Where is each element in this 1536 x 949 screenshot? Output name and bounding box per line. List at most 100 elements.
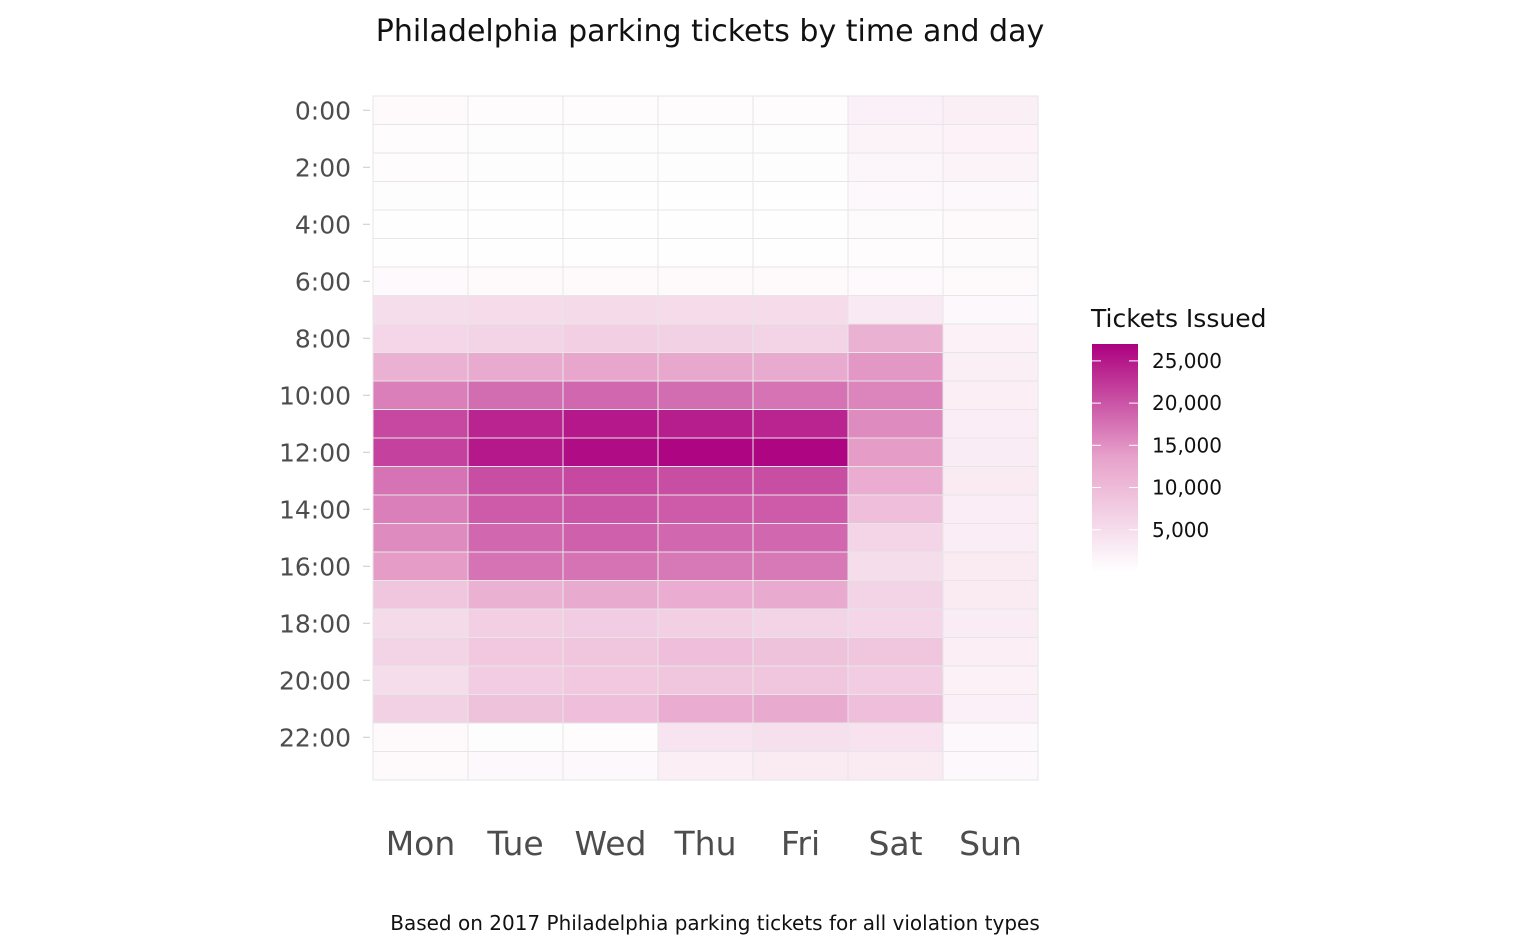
heatmap-cell <box>942 380 1039 410</box>
heatmap-cell <box>847 238 944 268</box>
heatmap-cell <box>657 665 754 695</box>
heatmap-cell <box>942 238 1039 268</box>
y-tick-label: 18:00 <box>279 609 351 638</box>
heatmap-cell <box>657 437 754 467</box>
heatmap-cell <box>467 494 564 524</box>
legend-tick-label: 15,000 <box>1152 433 1222 457</box>
heatmap-cell <box>372 523 469 553</box>
heatmap-cell <box>562 694 659 724</box>
heatmap-cell <box>372 580 469 610</box>
heatmap-cell <box>942 466 1039 496</box>
heatmap-cell <box>942 124 1039 154</box>
heatmap-cell <box>467 295 564 325</box>
x-tick-label: Tue <box>486 824 543 863</box>
heatmap-cell <box>562 209 659 239</box>
heatmap-cell <box>657 637 754 667</box>
heatmap-cell <box>467 181 564 211</box>
heatmap-cell <box>562 152 659 182</box>
heatmap-cell <box>657 551 754 581</box>
chart-caption: Based on 2017 Philadelphia parking ticke… <box>390 911 1040 935</box>
heatmap-cell <box>467 209 564 239</box>
heatmap-cell <box>752 608 849 638</box>
heatmap-cell <box>657 352 754 382</box>
legend: Tickets Issued 5,000 10,000 15,000 20,000 25… <box>1090 304 1266 572</box>
heatmap-cell <box>847 437 944 467</box>
x-tick-label: Sat <box>868 824 922 863</box>
heatmap-cell <box>752 466 849 496</box>
heatmap-cell <box>847 181 944 211</box>
heatmap-cell <box>847 295 944 325</box>
heatmap-cell <box>752 494 849 524</box>
heatmap-cell <box>467 266 564 296</box>
legend-tick-label: 10,000 <box>1152 476 1222 500</box>
heatmap-cell <box>752 295 849 325</box>
heatmap-cell <box>562 181 659 211</box>
heatmap-cell <box>372 124 469 154</box>
heatmap-cell <box>562 523 659 553</box>
heatmap-cell <box>562 124 659 154</box>
heatmap-cell <box>942 694 1039 724</box>
y-tick-label: 4:00 <box>295 210 351 239</box>
heatmap-cell <box>847 124 944 154</box>
heatmap-cell <box>372 238 469 268</box>
heatmap-cell <box>657 124 754 154</box>
heatmap-cell <box>467 751 564 781</box>
heatmap-cell <box>467 694 564 724</box>
heatmap-cell <box>372 722 469 752</box>
x-tick-label: Mon <box>386 824 456 863</box>
y-tick-label: 10:00 <box>279 381 351 410</box>
heatmap-cell <box>467 551 564 581</box>
heatmap-cell <box>562 323 659 353</box>
heatmap-cell <box>467 665 564 695</box>
heatmap-cell <box>847 722 944 752</box>
y-tick-label: 6:00 <box>295 267 351 296</box>
legend-colorbar <box>1092 344 1138 572</box>
x-tick-label: Thu <box>674 824 737 863</box>
heatmap-cell <box>847 466 944 496</box>
y-tick-label: 2:00 <box>295 153 351 182</box>
heatmap-cell <box>942 551 1039 581</box>
heatmap-cell <box>657 466 754 496</box>
heatmap-cell <box>657 209 754 239</box>
heatmap-cell <box>372 665 469 695</box>
heatmap-cell <box>467 722 564 752</box>
heatmap-cell <box>752 551 849 581</box>
heatmap-cell <box>657 295 754 325</box>
heatmap-cell <box>752 380 849 410</box>
heatmap-cell <box>467 323 564 353</box>
heatmap-cell <box>372 266 469 296</box>
heatmap-cell <box>372 466 469 496</box>
heatmap-cell <box>372 494 469 524</box>
legend-tick-label: 5,000 <box>1152 518 1209 542</box>
heatmap-cell <box>372 751 469 781</box>
chart-title: Philadelphia parking tickets by time and… <box>376 14 1044 49</box>
heatmap-cell <box>847 580 944 610</box>
heatmap-cell <box>942 152 1039 182</box>
heatmap-cell <box>372 637 469 667</box>
heatmap-cell <box>847 551 944 581</box>
heatmap-cell <box>372 352 469 382</box>
y-tick-label: 12:00 <box>279 438 351 467</box>
heatmap-cell <box>942 665 1039 695</box>
heatmap-cell <box>942 437 1039 467</box>
y-tick-label: 8:00 <box>295 324 351 353</box>
heatmap-cell <box>562 665 659 695</box>
heatmap-cell <box>847 637 944 667</box>
heatmap-cell <box>942 181 1039 211</box>
heatmap-cell <box>372 380 469 410</box>
heatmap-cell <box>467 637 564 667</box>
heatmap-cell <box>752 124 849 154</box>
x-tick-label: Fri <box>781 824 820 863</box>
heatmap-cell <box>562 380 659 410</box>
heatmap-cell <box>372 323 469 353</box>
heatmap-cell <box>562 580 659 610</box>
heatmap-cell <box>942 751 1039 781</box>
heatmap-cell <box>657 323 754 353</box>
heatmap-cell <box>942 580 1039 610</box>
heatmap-cell <box>562 95 659 125</box>
heatmap-cell <box>372 295 469 325</box>
heatmap-cell <box>847 323 944 353</box>
x-tick-label: Wed <box>575 824 647 863</box>
heatmap-cell <box>942 409 1039 439</box>
heatmap-cell <box>942 209 1039 239</box>
